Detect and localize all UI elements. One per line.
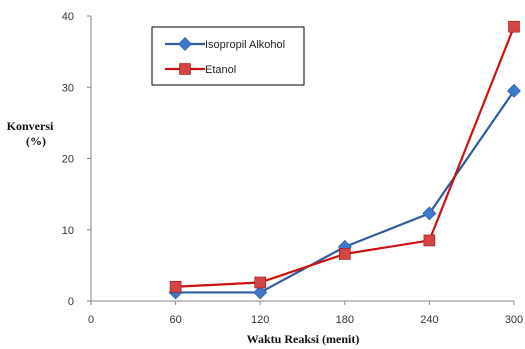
y-axis-label-line2: (%) — [26, 134, 46, 148]
data-point — [423, 234, 436, 247]
legend-entry: Isopropil Alkohol — [165, 37, 285, 51]
legend-box — [151, 26, 305, 86]
x-axis-label: Waktu Reaksi (menit) — [247, 332, 360, 346]
legend-label: Etanol — [205, 64, 236, 76]
series-isopropil-alkohol — [168, 83, 521, 300]
data-point — [507, 83, 521, 98]
data-point — [508, 20, 520, 33]
y-tick-label: 20 — [62, 154, 74, 166]
series-line — [175, 90, 515, 294]
series-etanol — [169, 20, 520, 293]
y-tick-label: 30 — [62, 82, 74, 94]
legend: Isopropil Alkohol Etanol — [151, 26, 305, 86]
legend-items: Isopropil Alkohol Etanol — [165, 37, 285, 76]
x-tick-label: 60 — [169, 314, 181, 326]
data-point — [169, 280, 182, 293]
legend-entry: Etanol — [165, 63, 236, 76]
data-point — [254, 276, 266, 289]
y-axis-label-line1: Konversi — [7, 119, 54, 133]
ticks: 0 10 20 30 40 0 60 120 180 240 300 — [62, 11, 523, 326]
y-tick-label: 0 — [68, 296, 74, 308]
x-tick-label: 120 — [251, 314, 269, 326]
x-tick-label: 300 — [505, 314, 523, 326]
x-tick-label: 0 — [88, 314, 94, 326]
series — [168, 20, 521, 300]
data-point — [338, 248, 351, 260]
data-point — [253, 285, 268, 300]
x-tick-label: 180 — [336, 314, 354, 326]
x-tick-label: 240 — [420, 314, 438, 326]
y-tick-label: 40 — [62, 11, 74, 23]
legend-marker — [179, 63, 191, 75]
y-tick-label: 10 — [62, 225, 74, 237]
data-point — [422, 206, 437, 221]
legend-marker — [178, 37, 192, 51]
legend-label: Isopropil Alkohol — [205, 39, 285, 51]
